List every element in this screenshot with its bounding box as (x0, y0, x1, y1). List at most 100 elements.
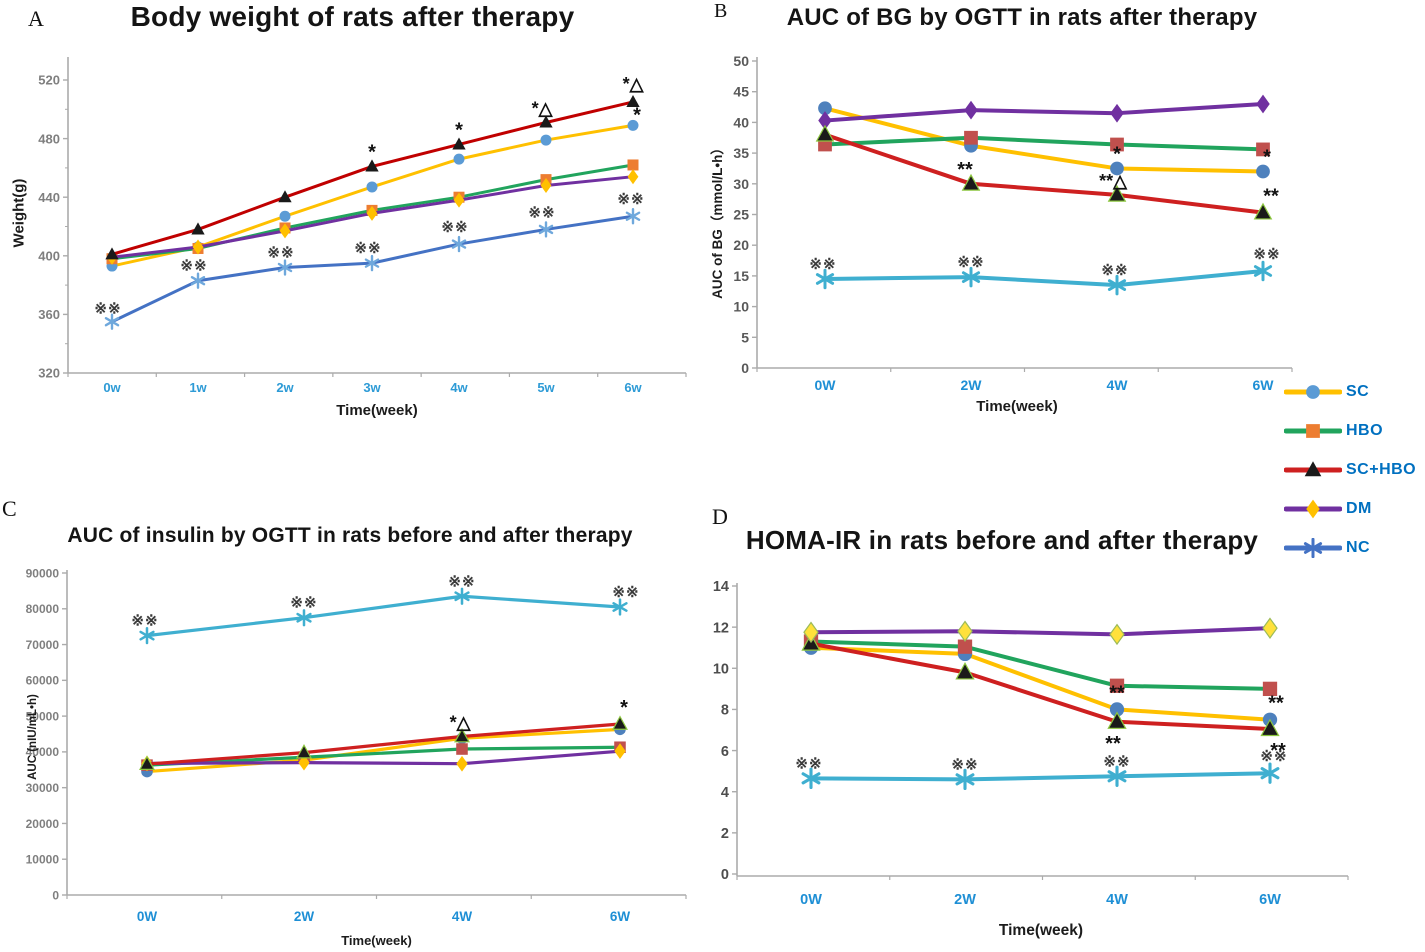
svg-text:*△: *△ (623, 74, 645, 94)
svg-text:6W: 6W (610, 909, 631, 924)
svg-text:1w: 1w (189, 380, 207, 395)
svg-text:※※: ※※ (1260, 748, 1287, 765)
svg-text:*: * (620, 697, 628, 719)
svg-text:0W: 0W (800, 892, 822, 908)
svg-text:3w: 3w (363, 380, 381, 395)
panel-a-title: Body weight of rats after therapy (130, 1, 575, 32)
legend-item-nc: NC (1284, 528, 1425, 567)
panel-c-ylabel: AUC (nIU/mL•h) (27, 694, 39, 780)
svg-text:20: 20 (733, 237, 749, 253)
legend-swatch-hbo (1284, 423, 1342, 438)
svg-text:*: * (455, 119, 463, 141)
svg-text:320: 320 (38, 366, 60, 381)
svg-text:35: 35 (733, 145, 749, 161)
svg-text:6w: 6w (624, 380, 642, 395)
svg-text:6: 6 (721, 744, 729, 760)
svg-text:360: 360 (38, 307, 60, 322)
svg-text:*: * (1113, 143, 1121, 165)
panel-letter-b: B (714, 0, 728, 22)
svg-text:**: ** (1263, 186, 1279, 208)
svg-text:4: 4 (721, 785, 729, 801)
svg-text:0w: 0w (103, 380, 121, 395)
svg-text:30000: 30000 (26, 781, 60, 795)
svg-text:4w: 4w (450, 380, 468, 395)
svg-text:※※: ※※ (267, 245, 294, 262)
svg-text:90000: 90000 (26, 566, 60, 580)
panel-d-title: HOMA-IR in rats before and after therapy (745, 525, 1259, 555)
svg-text:※※: ※※ (180, 258, 207, 275)
svg-text:60000: 60000 (26, 674, 60, 688)
svg-text:2W: 2W (961, 377, 983, 393)
panel-letter-a: A (28, 6, 44, 31)
svg-text:※※: ※※ (617, 191, 644, 208)
legend-item-sc: SC (1284, 372, 1425, 411)
legend-label-hbo: HBO (1346, 421, 1384, 439)
svg-text:2: 2 (721, 826, 729, 842)
svg-text:*: * (633, 104, 641, 126)
svg-text:*△: *△ (450, 713, 472, 733)
svg-text:25: 25 (733, 207, 749, 223)
svg-text:※※: ※※ (1103, 753, 1130, 770)
svg-text:※※: ※※ (612, 584, 639, 601)
svg-text:*: * (368, 141, 376, 163)
legend-swatch-dm (1284, 499, 1342, 518)
svg-text:40000: 40000 (26, 745, 60, 759)
svg-text:0W: 0W (137, 909, 158, 924)
svg-text:*: * (1263, 147, 1271, 169)
svg-text:**: ** (957, 159, 973, 181)
svg-text:4W: 4W (452, 909, 473, 924)
svg-text:6W: 6W (1253, 377, 1275, 393)
svg-text:10: 10 (713, 662, 729, 678)
panel-d-xlabel: Time(week) (998, 922, 1084, 939)
legend-item-dm: DM (1284, 489, 1425, 528)
svg-text:30: 30 (733, 176, 749, 192)
svg-text:*△: *△ (532, 98, 554, 118)
svg-text:50000: 50000 (26, 709, 60, 723)
legend-swatch-nc (1284, 537, 1342, 558)
svg-text:6W: 6W (1259, 892, 1281, 908)
svg-text:520: 520 (38, 73, 60, 88)
svg-text:400: 400 (38, 248, 60, 263)
svg-text:8: 8 (721, 703, 729, 719)
legend: SC HBO SC+HBO DM NC (1284, 372, 1425, 567)
legend-label-sc-hbo: SC+HBO (1346, 460, 1417, 478)
panel-a-ylabel: Weight(g) (10, 178, 28, 248)
panel-b-ylabel: AUC of BG（mmol/L•h） (710, 141, 725, 299)
legend-label-dm: DM (1346, 499, 1372, 517)
svg-text:5w: 5w (537, 380, 555, 395)
svg-text:2W: 2W (294, 909, 315, 924)
svg-text:※※: ※※ (441, 219, 468, 236)
svg-text:**: ** (1270, 740, 1286, 762)
svg-text:10000: 10000 (26, 853, 60, 867)
panel-c-title: AUC of insulin by OGTT in rats before an… (67, 524, 633, 547)
panel-letter-d: D (712, 504, 728, 529)
svg-text:※※: ※※ (951, 756, 978, 773)
svg-text:12: 12 (713, 620, 729, 636)
svg-text:0: 0 (741, 360, 749, 376)
svg-text:※※: ※※ (957, 254, 984, 271)
svg-text:**: ** (1105, 733, 1121, 755)
svg-text:0: 0 (721, 867, 729, 883)
legend-item-sc-hbo: SC+HBO (1284, 450, 1425, 489)
legend-item-hbo: HBO (1284, 411, 1425, 450)
svg-text:4W: 4W (1107, 377, 1129, 393)
svg-text:2W: 2W (954, 892, 976, 908)
svg-text:※※: ※※ (448, 573, 475, 590)
svg-text:※※: ※※ (809, 256, 836, 273)
svg-text:※※: ※※ (528, 204, 555, 221)
panel-letter-c: C (2, 496, 17, 521)
panel-b-title: AUC of BG by OGTT in rats after therapy (786, 4, 1258, 31)
legend-swatch-sc (1284, 384, 1342, 399)
legend-label-nc: NC (1346, 538, 1371, 556)
svg-text:※※: ※※ (795, 755, 822, 772)
svg-text:※※: ※※ (290, 595, 317, 612)
svg-text:5: 5 (741, 329, 749, 345)
svg-text:480: 480 (38, 131, 60, 146)
legend-swatch-sc-hbo (1284, 460, 1342, 476)
svg-text:※※: ※※ (131, 613, 158, 630)
svg-text:10: 10 (733, 299, 749, 315)
svg-text:45: 45 (733, 84, 749, 100)
legend-label-sc: SC (1346, 382, 1370, 400)
